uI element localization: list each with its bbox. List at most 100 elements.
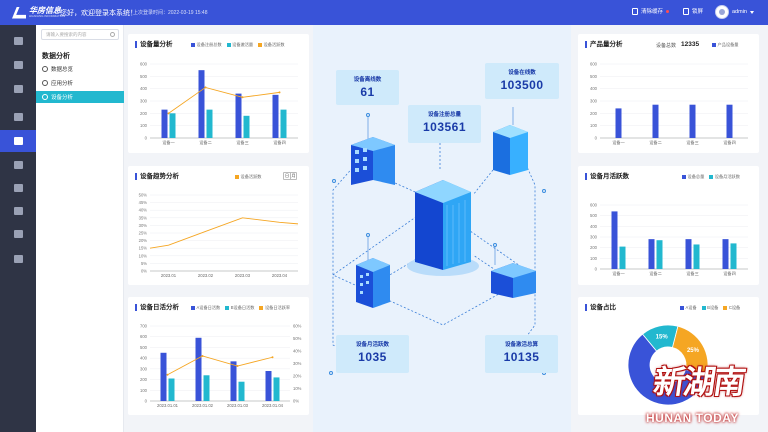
- monitor-icon: [13, 161, 23, 169]
- menu-item-app-analysis[interactable]: 应用分析: [36, 77, 124, 89]
- line-point: [166, 373, 169, 376]
- y2-tick-label: 40%: [293, 349, 302, 354]
- y-tick-label: 35%: [139, 215, 148, 220]
- bar: [198, 70, 205, 138]
- stat-value: 103561: [422, 120, 467, 134]
- x-tick-label: 设备一: [612, 270, 625, 277]
- nav-pie[interactable]: [0, 200, 36, 222]
- y-tick-label: 200: [140, 111, 148, 116]
- bar: [273, 377, 280, 401]
- stat-online-count: 设备在线数 103500: [485, 63, 559, 99]
- nav-documents[interactable]: [0, 54, 36, 76]
- settings-icon: [13, 255, 23, 263]
- y-tick-label: 400: [140, 356, 148, 361]
- toggle-month[interactable]: 月: [290, 173, 296, 179]
- y-tick-label: 500: [140, 74, 148, 79]
- series-line: [149, 217, 299, 249]
- device-monthly-active-card: 设备月活跃数 设备总量 设备月活跃数 0 100 200 300 400 500 600 设备…: [578, 166, 759, 285]
- legend-item[interactable]: 产品设备量: [712, 42, 738, 48]
- building-right-top: [493, 125, 528, 175]
- y-tick-label: 500: [590, 74, 598, 79]
- nav-settings[interactable]: [0, 248, 36, 270]
- legend-item[interactable]: B设备: [701, 305, 718, 311]
- lock-screen-button[interactable]: 锁屏: [683, 7, 703, 15]
- device-quantity-chart: 0 100 200 300 400 500 600 设备一 设备二 设备三 设备四: [140, 62, 298, 146]
- connector-node: [329, 371, 333, 375]
- x-tick-label: 设备一: [612, 139, 625, 146]
- legend-item[interactable]: 设备注册总数: [191, 42, 222, 48]
- day-month-toggle[interactable]: 日 月: [283, 172, 297, 180]
- bar: [685, 239, 692, 269]
- bar: [265, 371, 272, 401]
- lock-icon: [683, 7, 689, 15]
- y-tick-label: 5%: [141, 261, 147, 266]
- lock-label: 锁屏: [692, 9, 704, 15]
- nav-monitor[interactable]: [0, 154, 36, 176]
- menu-item-label: 应用分析: [51, 81, 74, 87]
- stat-title: 设备离线数: [353, 77, 382, 83]
- stat-activated-total: 设备激活总算 10135: [485, 335, 558, 373]
- x-tick-label: 设备四: [723, 139, 736, 146]
- line-point: [167, 112, 170, 115]
- clear-cache-button[interactable]: 清除缓存: [632, 7, 670, 15]
- nav-analytics[interactable]: [0, 130, 36, 152]
- device-quantity-card: 设备量分析 设备注册总数 设备激活量 设备活跃数 0 100 200 300 400 50…: [128, 34, 309, 153]
- x-tick-label: 2023.01: [161, 273, 177, 278]
- x-tick-label: 设备四: [273, 139, 286, 146]
- slice-label: 25%: [687, 348, 700, 354]
- icon-sidebar: [0, 25, 36, 432]
- legend-item[interactable]: B设备日活数: [225, 305, 254, 311]
- clear-cache-label: 清除缓存: [641, 9, 664, 15]
- y-tick-label: 40%: [139, 208, 148, 213]
- building-center-tower: [407, 180, 479, 276]
- card-title: 产品量分析: [585, 41, 623, 48]
- menu-item-device-analysis[interactable]: 设备分析: [36, 91, 124, 103]
- series-line: [167, 355, 273, 376]
- legend-item[interactable]: A设备日活数: [191, 305, 220, 311]
- x-tick-label: 设备三: [686, 139, 699, 146]
- legend-item[interactable]: C设备: [723, 305, 740, 311]
- chart-legend: 设备总量 设备月活跃数: [682, 174, 740, 180]
- bar: [689, 104, 696, 138]
- legend-item[interactable]: 设备月活跃数: [709, 174, 740, 180]
- card-title: 设备占比: [585, 304, 616, 311]
- legend-item[interactable]: A设备: [680, 305, 697, 311]
- user-menu[interactable]: admin: [715, 5, 754, 19]
- bar: [203, 375, 210, 401]
- nav-devices[interactable]: [0, 78, 36, 100]
- stat-registered-total: 设备注册总量 103561: [408, 105, 481, 143]
- y-tick-label: 100: [140, 123, 148, 128]
- nav-charts[interactable]: [0, 177, 36, 199]
- y-tick-label: 0: [145, 136, 148, 141]
- x-tick-label: 2023.03: [235, 273, 251, 278]
- y-tick-label: 500: [140, 345, 148, 350]
- y-tick-label: 45%: [139, 200, 148, 205]
- stat-value: 10135: [503, 350, 540, 364]
- toggle-day[interactable]: 日: [285, 173, 289, 178]
- menu-item-data-overview[interactable]: 数据总览: [36, 63, 124, 75]
- line-point: [271, 356, 274, 359]
- stat-title: 设备月活跃数: [355, 342, 389, 348]
- chart-icon: [13, 184, 23, 192]
- legend-item[interactable]: 设备日活跃率: [259, 305, 290, 311]
- bar: [611, 211, 618, 269]
- x-tick-label: 设备三: [236, 139, 249, 146]
- bar: [280, 109, 287, 138]
- top-bar: 华房信息 HUAFANG INFORMATION 您好，欢迎登录本系统！ 上次登…: [0, 0, 768, 25]
- legend-item[interactable]: 设备总量: [682, 174, 704, 180]
- bar: [161, 109, 168, 138]
- list-icon: [13, 113, 23, 121]
- menu-search-input[interactable]: 请输入要搜索的内容: [41, 29, 119, 40]
- legend-item[interactable]: 设备活跃数: [258, 42, 285, 48]
- bar: [722, 239, 729, 269]
- legend-item[interactable]: 设备激活量: [226, 42, 253, 48]
- product-quantity-card: 产品量分析 设备总数 12335 产品设备量 0 100 200 300 400 500 6…: [578, 34, 759, 153]
- nav-location[interactable]: [0, 223, 36, 245]
- nav-list[interactable]: [0, 106, 36, 128]
- x-tick-label: 2023.01.01: [157, 403, 179, 408]
- nav-home[interactable]: [0, 30, 36, 52]
- y-tick-label: 200: [140, 377, 148, 382]
- stat-title: 设备激活总算: [504, 342, 538, 348]
- last-login-time: 上次登录时间：2022-03-19 15:48: [133, 10, 208, 16]
- legend-item[interactable]: 设备活跃数: [235, 174, 261, 180]
